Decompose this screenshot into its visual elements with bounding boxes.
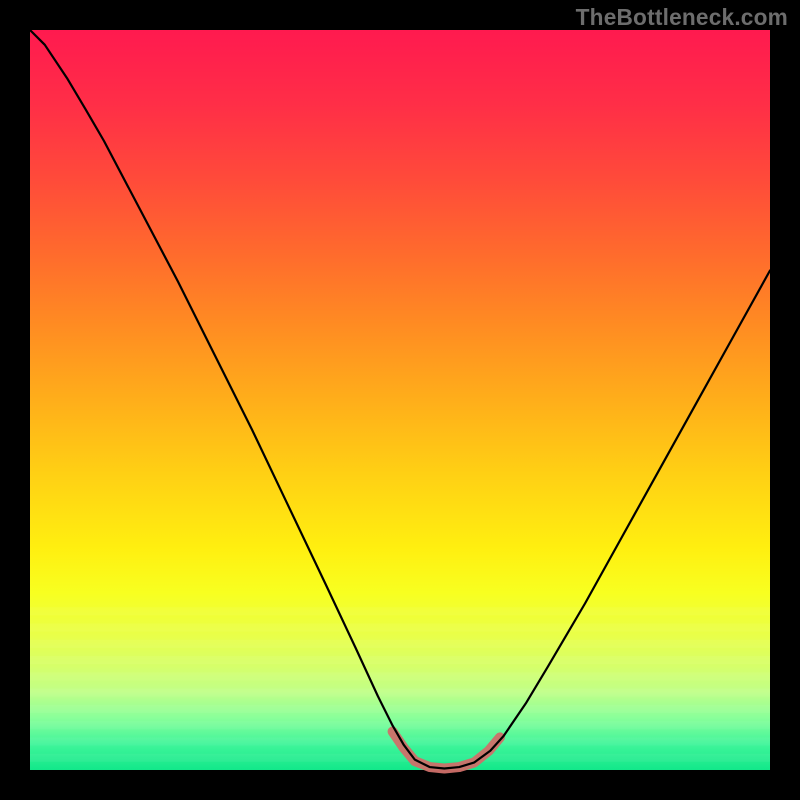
bottleneck-chart: TheBottleneck.com <box>0 0 800 800</box>
chart-svg <box>0 0 800 800</box>
watermark-text: TheBottleneck.com <box>576 4 788 31</box>
